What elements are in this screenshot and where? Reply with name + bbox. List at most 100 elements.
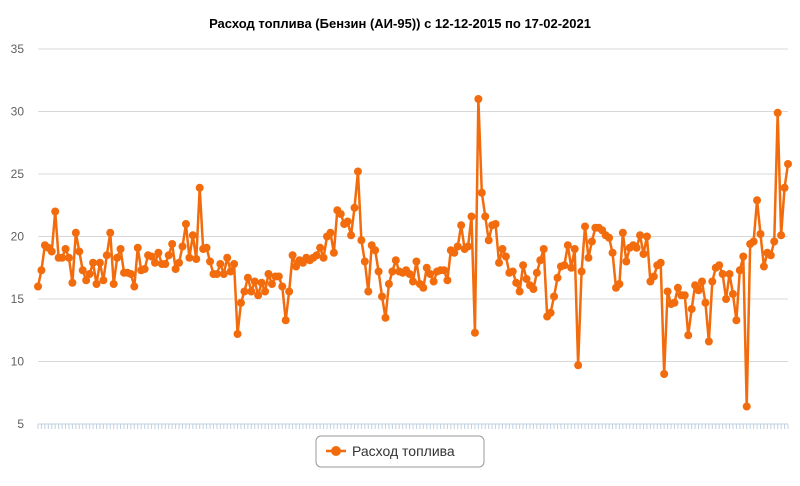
- data-point[interactable]: [329, 248, 338, 257]
- data-point[interactable]: [85, 270, 94, 278]
- data-point[interactable]: [508, 267, 517, 276]
- data-point[interactable]: [195, 183, 204, 192]
- data-point[interactable]: [312, 251, 321, 260]
- data-point[interactable]: [742, 402, 751, 411]
- data-point[interactable]: [725, 270, 734, 278]
- data-point[interactable]: [429, 277, 438, 286]
- data-point[interactable]: [498, 245, 507, 253]
- data-point[interactable]: [522, 275, 531, 283]
- data-point[interactable]: [274, 272, 283, 281]
- data-point[interactable]: [457, 221, 466, 230]
- data-point[interactable]: [89, 258, 98, 267]
- data-point[interactable]: [467, 212, 476, 221]
- data-point[interactable]: [784, 160, 792, 168]
- data-point[interactable]: [567, 263, 576, 272]
- data-point[interactable]: [443, 276, 452, 285]
- data-point[interactable]: [343, 217, 352, 226]
- data-point[interactable]: [236, 298, 245, 307]
- data-point[interactable]: [364, 287, 373, 296]
- data-point[interactable]: [243, 273, 252, 282]
- data-point[interactable]: [649, 272, 658, 281]
- data-point[interactable]: [92, 280, 101, 288]
- data-point[interactable]: [223, 253, 232, 262]
- data-point[interactable]: [116, 245, 125, 253]
- data-point[interactable]: [439, 266, 448, 275]
- data-point[interactable]: [515, 287, 524, 296]
- data-point[interactable]: [481, 212, 490, 221]
- data-point[interactable]: [615, 280, 624, 288]
- data-point[interactable]: [147, 252, 156, 261]
- data-point[interactable]: [250, 277, 259, 286]
- data-point[interactable]: [388, 267, 397, 276]
- data-point[interactable]: [759, 262, 768, 271]
- data-point[interactable]: [660, 370, 669, 378]
- data-point[interactable]: [171, 265, 180, 273]
- data-point[interactable]: [216, 260, 225, 268]
- data-point[interactable]: [350, 203, 359, 212]
- data-point[interactable]: [512, 278, 521, 287]
- data-point[interactable]: [130, 282, 139, 291]
- data-point[interactable]: [99, 276, 108, 285]
- data-point[interactable]: [732, 316, 741, 325]
- data-point[interactable]: [192, 255, 201, 263]
- data-point[interactable]: [178, 242, 187, 251]
- data-point[interactable]: [474, 95, 483, 103]
- data-point[interactable]: [164, 251, 173, 260]
- data-point[interactable]: [319, 253, 328, 262]
- data-point[interactable]: [150, 258, 159, 267]
- data-point[interactable]: [292, 262, 301, 271]
- data-point[interactable]: [756, 230, 765, 238]
- data-point[interactable]: [708, 277, 717, 286]
- data-point[interactable]: [360, 257, 369, 266]
- data-point[interactable]: [777, 231, 786, 240]
- data-point[interactable]: [326, 228, 335, 237]
- data-point[interactable]: [491, 220, 500, 228]
- data-point[interactable]: [687, 305, 696, 313]
- data-point[interactable]: [477, 188, 486, 197]
- data-point[interactable]: [673, 283, 682, 292]
- data-point[interactable]: [71, 228, 80, 237]
- data-point[interactable]: [185, 253, 194, 262]
- data-point[interactable]: [636, 231, 645, 240]
- data-point[interactable]: [622, 257, 631, 266]
- data-point[interactable]: [735, 266, 744, 275]
- data-point[interactable]: [353, 167, 362, 176]
- data-point[interactable]: [753, 196, 762, 205]
- data-point[interactable]: [61, 245, 70, 253]
- data-point[interactable]: [563, 241, 572, 250]
- data-point[interactable]: [519, 261, 528, 270]
- data-point[interactable]: [574, 361, 583, 370]
- data-point[interactable]: [68, 278, 77, 287]
- data-point[interactable]: [202, 243, 211, 252]
- data-point[interactable]: [168, 240, 177, 248]
- data-point[interactable]: [749, 237, 758, 246]
- data-point[interactable]: [188, 231, 197, 240]
- data-point[interactable]: [371, 246, 380, 255]
- data-point[interactable]: [639, 250, 648, 258]
- data-point[interactable]: [230, 260, 239, 268]
- legend-label[interactable]: Расход топлива: [352, 443, 455, 459]
- data-point[interactable]: [212, 270, 221, 278]
- data-point[interactable]: [553, 273, 562, 282]
- data-point[interactable]: [773, 108, 782, 117]
- data-point[interactable]: [133, 243, 142, 252]
- data-point[interactable]: [770, 237, 779, 246]
- data-point[interactable]: [288, 251, 297, 260]
- data-point[interactable]: [378, 292, 387, 301]
- data-point[interactable]: [175, 258, 184, 267]
- data-point[interactable]: [422, 263, 431, 272]
- data-point[interactable]: [495, 258, 504, 267]
- data-point[interactable]: [347, 231, 356, 240]
- data-point[interactable]: [484, 236, 493, 245]
- data-point[interactable]: [161, 260, 170, 268]
- data-point[interactable]: [374, 267, 383, 276]
- data-point[interactable]: [450, 248, 459, 257]
- data-point[interactable]: [453, 242, 462, 251]
- data-point[interactable]: [47, 247, 56, 256]
- data-point[interactable]: [697, 277, 706, 286]
- data-point[interactable]: [715, 261, 724, 270]
- data-point[interactable]: [58, 253, 67, 262]
- data-point[interactable]: [140, 265, 149, 273]
- data-point[interactable]: [82, 276, 91, 285]
- data-point[interactable]: [584, 253, 593, 262]
